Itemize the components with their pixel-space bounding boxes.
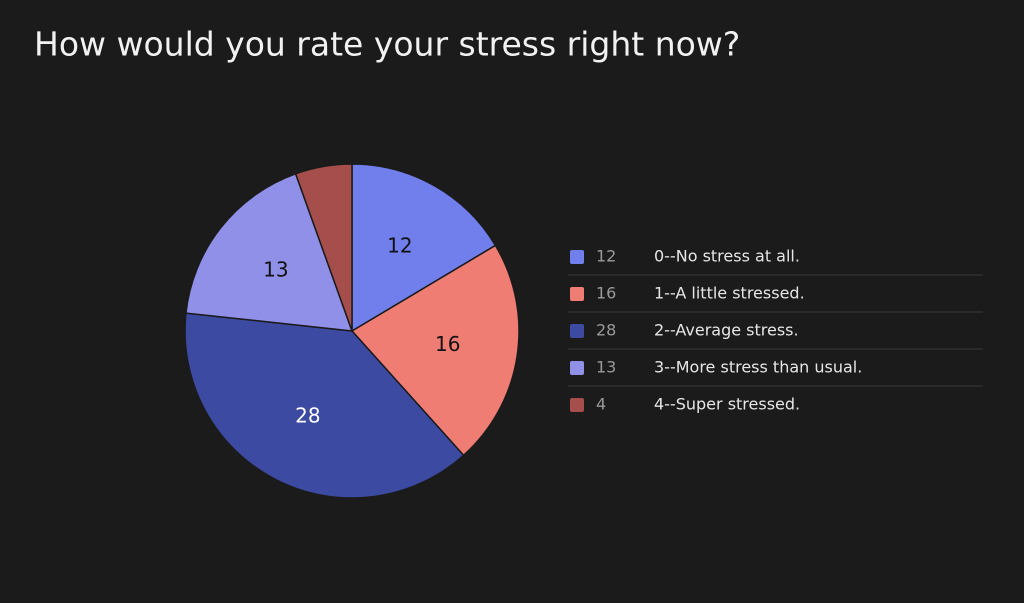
slice-label: 16 xyxy=(435,332,460,356)
legend-value: 12 xyxy=(596,247,616,266)
legend-value: 28 xyxy=(596,321,616,340)
chart-title: How would you rate your stress right now… xyxy=(34,25,740,64)
pie-slice xyxy=(294,163,353,332)
legend-swatch xyxy=(570,398,584,412)
legend-value: 16 xyxy=(596,284,616,303)
legend-swatch xyxy=(570,287,584,301)
legend-swatch xyxy=(570,361,584,375)
slice-label: 12 xyxy=(387,233,412,257)
legend-label: 3--More stress than usual. xyxy=(654,358,862,377)
legend-value: 13 xyxy=(596,358,616,377)
pie-slice xyxy=(185,172,354,332)
legend-label: 2--Average stress. xyxy=(654,321,799,340)
legend-swatch xyxy=(570,324,584,338)
pie-slice xyxy=(184,312,465,499)
legend-swatch xyxy=(570,250,584,264)
slice-label: 28 xyxy=(295,404,320,428)
legend-value: 4 xyxy=(596,395,606,414)
slice-label: 13 xyxy=(263,258,288,282)
legend-label: 1--A little stressed. xyxy=(654,284,805,303)
pie-slice xyxy=(351,163,497,333)
legend-label: 0--No stress at all. xyxy=(654,247,800,266)
legend-label: 4--Super stressed. xyxy=(654,395,800,414)
pie-slice xyxy=(350,244,520,457)
